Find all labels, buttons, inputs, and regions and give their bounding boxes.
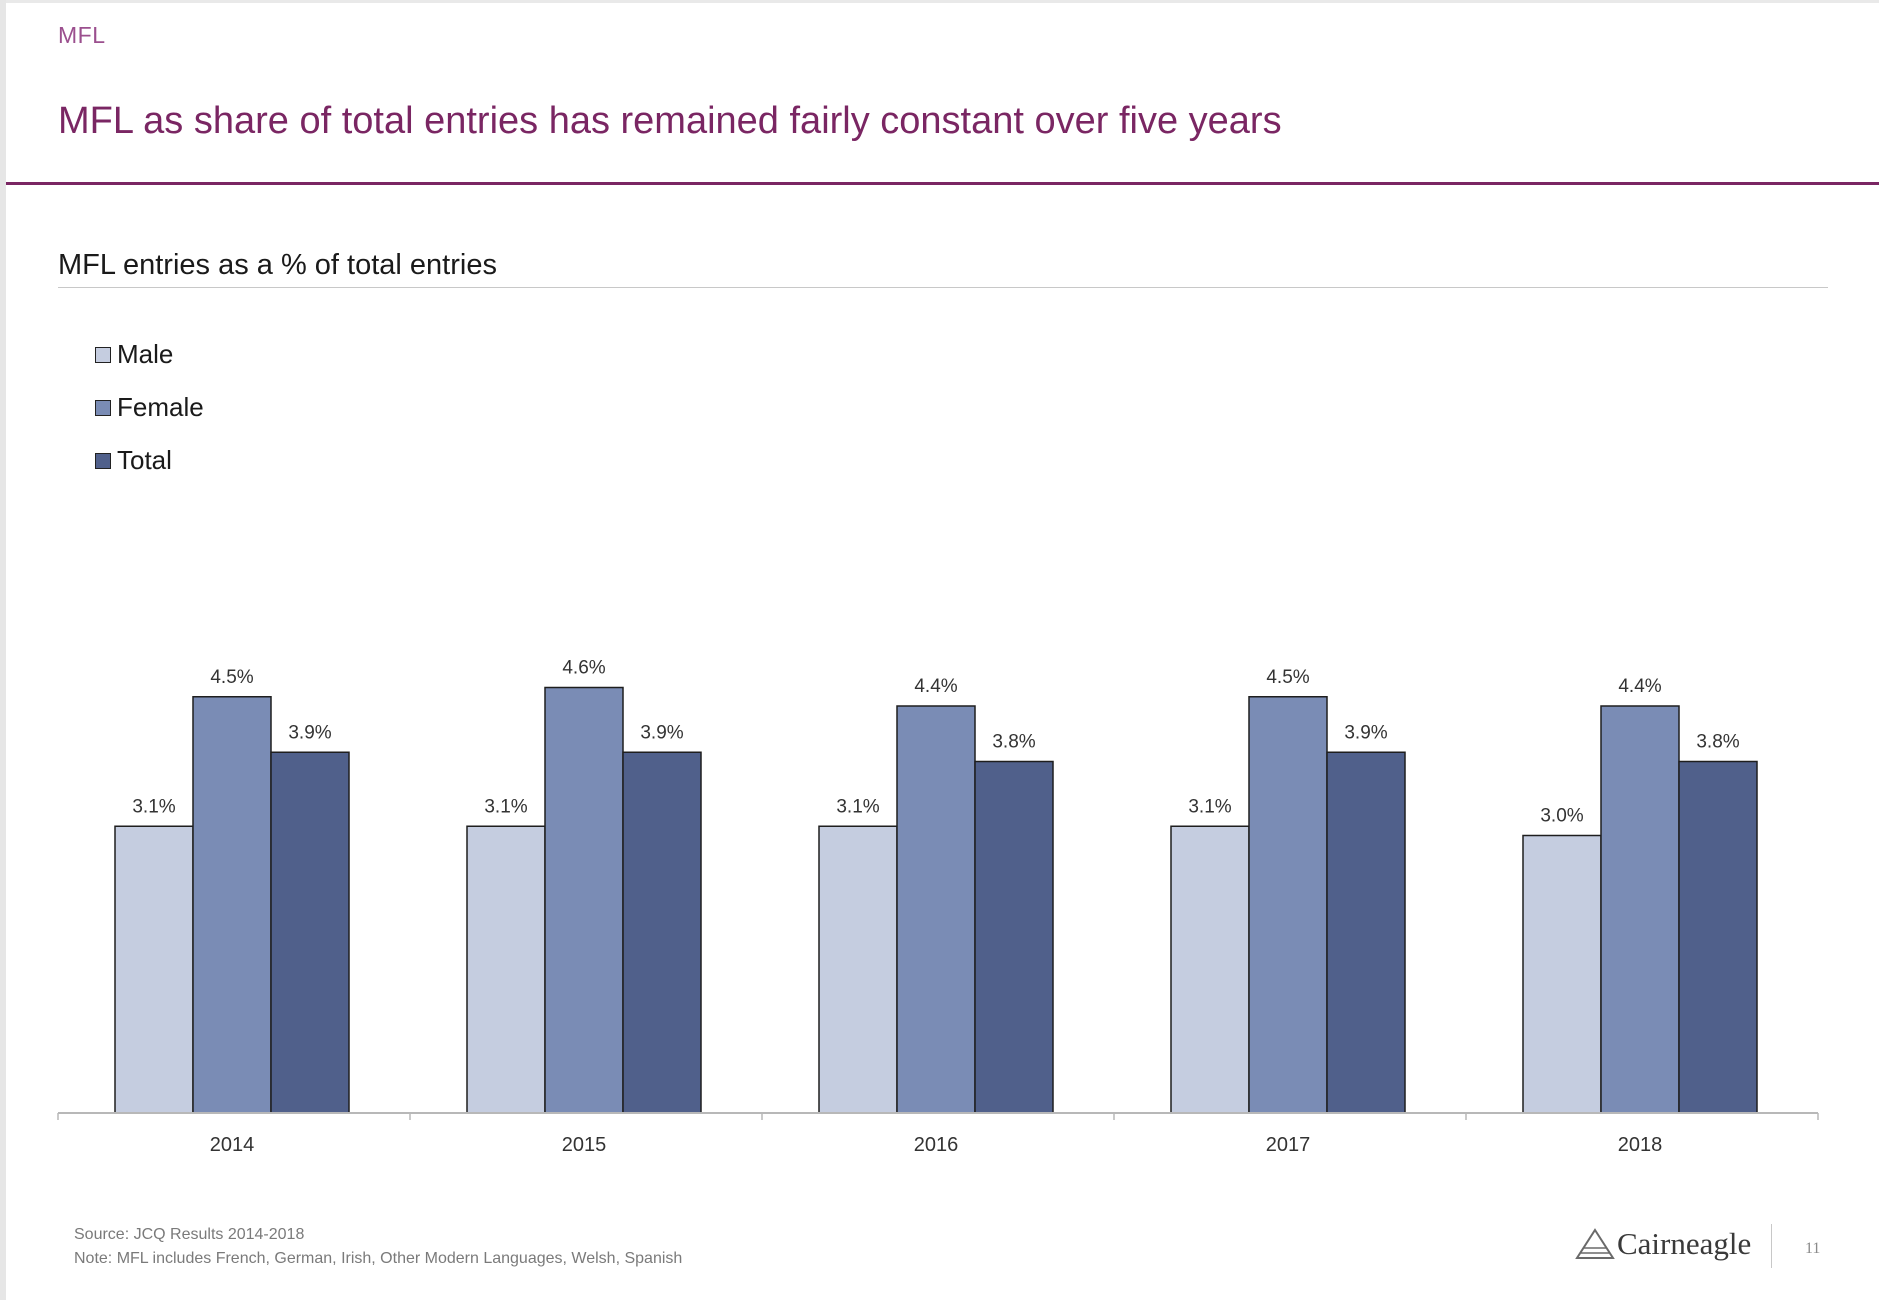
logo-wordmark: Cairneagle <box>1617 1226 1752 1261</box>
footer-divider <box>1771 1224 1772 1268</box>
company-logo: Cairneagle <box>1575 1226 1751 1262</box>
bar-chart: 3.1% 4.5% 3.9% 2014 3.1% 4.6% 3.9% 2015 3.1% 4.4%… <box>57 658 1819 1156</box>
x-tick-label-2016: 2016 <box>914 1134 959 1156</box>
data-label-female-2014: 4.5% <box>210 667 253 688</box>
mountain-logo-icon <box>1575 1228 1615 1259</box>
source-note: Source: JCQ Results 2014-2018 Note: MFL … <box>74 1223 682 1271</box>
data-label-male-2017: 3.1% <box>1188 796 1231 817</box>
legend-label-male: Male <box>117 339 174 369</box>
data-label-female-2018: 4.4% <box>1618 676 1661 697</box>
legend-swatch-male <box>95 346 111 363</box>
legend-swatch-total <box>95 452 111 469</box>
data-label-male-2016: 3.1% <box>836 796 879 817</box>
note-text: Note: MFL includes French, German, Irish… <box>74 1250 683 1267</box>
chart-title: MFL entries as a % of total entries <box>58 249 497 281</box>
chart-legend: Male Female Total <box>95 328 204 487</box>
data-label-total-2014: 3.9% <box>288 722 331 743</box>
bar-total-2014 <box>270 751 350 1114</box>
section-label: MFL <box>58 22 106 48</box>
legend-item-female: Female <box>95 381 204 434</box>
bar-male-2015 <box>466 825 546 1114</box>
x-tick-label-2018: 2018 <box>1618 1134 1663 1156</box>
data-label-male-2014: 3.1% <box>132 796 175 817</box>
legend-item-male: Male <box>95 328 204 381</box>
source-text: Source: JCQ Results 2014-2018 <box>74 1226 305 1243</box>
bar-total-2015 <box>622 751 702 1114</box>
data-label-female-2017: 4.5% <box>1266 667 1309 688</box>
left-edge <box>0 0 6 1300</box>
bar-female-2018 <box>1600 705 1680 1114</box>
data-label-total-2018: 3.8% <box>1696 732 1739 753</box>
legend-label-female: Female <box>117 392 204 422</box>
bar-male-2018 <box>1522 834 1602 1114</box>
chart-title-divider <box>58 287 1828 288</box>
data-label-male-2018: 3.0% <box>1540 806 1583 827</box>
x-tick-label-2015: 2015 <box>562 1134 607 1156</box>
bar-male-2017 <box>1170 825 1250 1114</box>
bar-male-2016 <box>818 825 898 1114</box>
legend-swatch-female <box>95 399 111 416</box>
slide-title: MFL as share of total entries has remain… <box>58 100 1282 142</box>
data-label-female-2015: 4.6% <box>562 658 605 679</box>
data-label-total-2017: 3.9% <box>1344 722 1387 743</box>
page-number: 11 <box>1805 1240 1821 1257</box>
title-divider <box>6 182 1879 185</box>
bar-female-2014 <box>192 696 272 1114</box>
bar-female-2017 <box>1248 696 1328 1114</box>
bar-total-2016 <box>974 760 1054 1114</box>
x-tick-label-2017: 2017 <box>1266 1134 1311 1156</box>
legend-item-total: Total <box>95 434 204 487</box>
data-label-female-2016: 4.4% <box>914 676 957 697</box>
data-label-male-2015: 3.1% <box>484 796 527 817</box>
data-label-total-2015: 3.9% <box>640 722 683 743</box>
bar-total-2017 <box>1326 751 1406 1114</box>
bar-female-2015 <box>544 686 624 1114</box>
bar-total-2018 <box>1678 760 1758 1114</box>
bar-female-2016 <box>896 705 976 1114</box>
legend-label-total: Total <box>117 445 172 475</box>
data-label-total-2016: 3.8% <box>992 732 1035 753</box>
top-edge <box>0 0 1879 3</box>
bar-male-2014 <box>114 825 194 1114</box>
x-tick-label-2014: 2014 <box>210 1134 255 1156</box>
